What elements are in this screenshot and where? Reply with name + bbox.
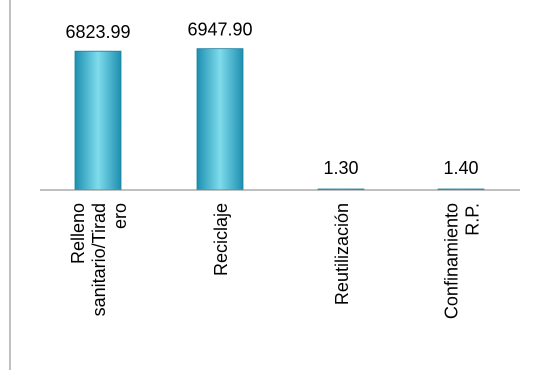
- bar-1: [74, 50, 122, 191]
- bar-2: [196, 48, 244, 191]
- category-label-1-line-3: ero: [110, 203, 130, 229]
- bars-layer: [74, 48, 485, 191]
- category-label-3: Reutilización: [332, 203, 352, 305]
- category-label-4: Confinamiento R.P.: [442, 203, 483, 319]
- category-label-3-line-1: Reutilización: [332, 203, 352, 305]
- category-label-2-line-1: Reciclaje: [211, 203, 231, 276]
- data-label-3: 1.30: [323, 158, 358, 178]
- category-label-2: Reciclaje: [211, 203, 231, 276]
- category-label-1-line-1: Relleno: [68, 203, 88, 264]
- category-label-1: Relleno sanitario/Tirad ero: [68, 203, 130, 316]
- data-label-2: 6947.90: [187, 20, 252, 40]
- category-label-4-line-1: Confinamiento: [442, 203, 462, 319]
- data-labels-layer: 6823.99 6947.90 1.30 1.40: [65, 20, 478, 178]
- data-label-1: 6823.99: [65, 22, 130, 42]
- data-label-4: 1.40: [443, 158, 478, 178]
- category-label-1-line-2: sanitario/Tirad: [89, 203, 109, 316]
- category-labels-layer: Relleno sanitario/Tirad ero Reciclaje Reutil…: [68, 203, 483, 319]
- category-label-4-line-2: R.P.: [463, 203, 483, 236]
